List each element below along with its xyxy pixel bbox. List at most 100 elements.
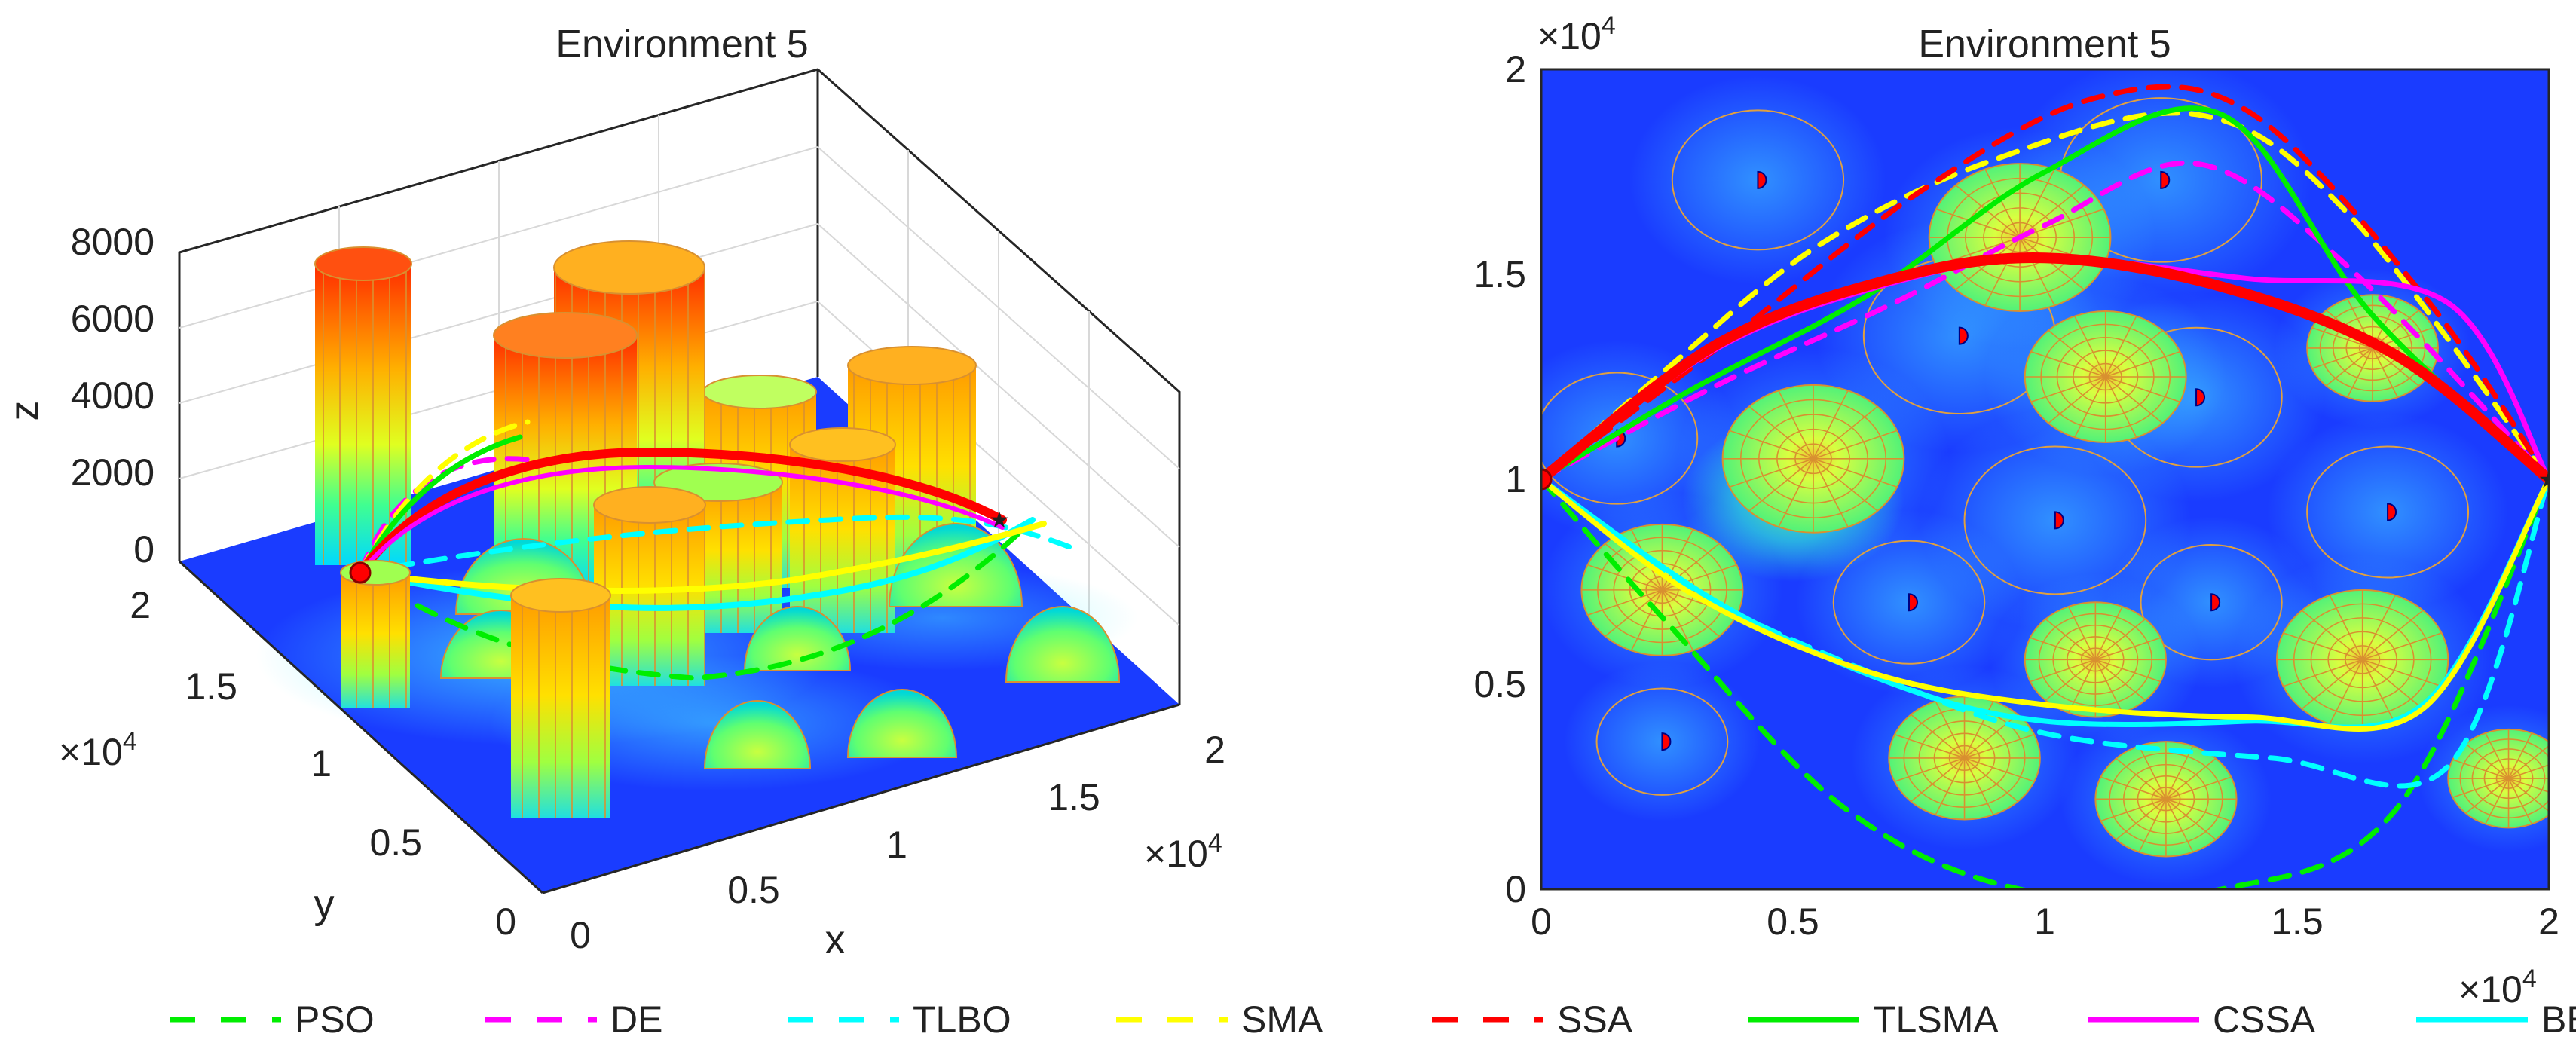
threat-center xyxy=(2160,170,2171,189)
x-tick: 2 xyxy=(1204,729,1225,771)
y-tick: 0.5 xyxy=(369,821,422,864)
x-tick: 1.5 xyxy=(1048,776,1100,818)
x-tick: 0 xyxy=(570,914,591,956)
threat-center xyxy=(2054,511,2064,530)
x-axis-2d: 0 0.5 1 1.5 2 ×104 xyxy=(1531,901,2559,1011)
z-tick: 6000 xyxy=(71,298,154,340)
threat-zone xyxy=(2306,445,2470,579)
legend-label: CSSA xyxy=(2213,998,2316,1041)
y-exponent-2d: ×104 xyxy=(1537,11,1616,57)
legend-label: TLSMA xyxy=(1873,998,1999,1041)
dome-obstacle-top xyxy=(2024,601,2167,718)
y-tick: 0.5 xyxy=(1473,663,1526,705)
dome-obstacle-top xyxy=(1721,384,1905,534)
legend-item-tlsma: TLSMA xyxy=(1748,998,1999,1041)
x-tick: 1.5 xyxy=(2271,901,2324,943)
threat-center xyxy=(1958,326,1969,345)
z-tick: 4000 xyxy=(71,375,154,417)
path-mbes xyxy=(1541,476,2549,732)
path-tlsma xyxy=(1541,106,2549,482)
goal-marker-2d: ★ xyxy=(2538,466,2560,493)
paths-3d xyxy=(356,419,1081,681)
dome-obstacle xyxy=(1005,606,1121,683)
legend-label: TLBO xyxy=(913,998,1011,1041)
y-tick: 0 xyxy=(495,901,516,943)
legend-item-ssa: SSA xyxy=(1432,998,1633,1041)
x-exponent-3d: ×104 xyxy=(1144,829,1222,875)
start-marker-3d xyxy=(349,561,372,584)
path-eab-bes xyxy=(1541,252,2549,485)
legend-item-de: DE xyxy=(485,998,662,1041)
y-tick: 2 xyxy=(130,584,151,626)
contour-map: ★ xyxy=(1541,69,2560,889)
legend-label: SMA xyxy=(1241,998,1323,1041)
cylinder-obstacle xyxy=(593,486,706,686)
goal-marker-3d: ★ xyxy=(990,508,1010,533)
legend-item-cssa: CSSA xyxy=(2088,998,2316,1041)
path-tlbo xyxy=(1541,476,2549,789)
y-tick: 1 xyxy=(311,742,332,784)
legend-label: BES xyxy=(2541,998,2576,1041)
dome-obstacle-top xyxy=(1888,696,2041,821)
path-bes xyxy=(1541,476,2549,730)
threat-center xyxy=(2195,388,2205,407)
dome-obstacle-top xyxy=(2276,589,2449,730)
threat-center xyxy=(2210,593,2221,612)
x-tick: 1 xyxy=(886,824,907,866)
dome-obstacle-top xyxy=(2094,741,2238,858)
path-sma xyxy=(1541,110,2549,482)
threat-center xyxy=(1757,170,1767,189)
legend-item-bes: BES xyxy=(2416,998,2576,1041)
threat-zone xyxy=(1671,109,1845,251)
dome-obstacle-top xyxy=(2447,728,2549,829)
x-tick: 0 xyxy=(1531,901,1552,943)
y-axis-label-3d: y xyxy=(314,882,335,927)
axis-lines-3d xyxy=(178,560,1180,894)
threat-zone xyxy=(2140,544,2283,661)
cylinder-obstacle xyxy=(340,560,411,708)
cylinder-obstacle xyxy=(510,578,611,818)
dome-obstacle xyxy=(703,700,812,769)
legend-item-pso: PSO xyxy=(170,998,375,1041)
threat-zone xyxy=(1832,540,1986,665)
dome-obstacle xyxy=(846,689,958,758)
x-tick: 1 xyxy=(2034,901,2055,943)
threat-zone xyxy=(1963,445,2147,595)
legend: PSODETLBOSMASSATLSMACSSABESmBESEAB-BES xyxy=(170,998,2576,1041)
z-axis-label: z xyxy=(2,401,47,421)
axes-box-3d xyxy=(178,68,1181,705)
threat-center xyxy=(2387,503,2397,521)
y-tick: 1.5 xyxy=(185,665,237,708)
y-tick: 1.5 xyxy=(1473,253,1526,295)
x-tick: 0.5 xyxy=(727,869,780,911)
legend-label: SSA xyxy=(1557,998,1633,1041)
y-axis-2d: 0 0.5 1 1.5 2 ×104 xyxy=(1473,11,1615,910)
x-axis-3d: 0 0.5 1 1.5 2 x ×104 xyxy=(570,729,1225,962)
legend-label: DE xyxy=(610,998,662,1041)
legend-label: PSO xyxy=(295,998,375,1041)
x-tick: 0.5 xyxy=(1767,901,1819,943)
dome-obstacle-top xyxy=(1580,523,1744,656)
path-pso xyxy=(1541,476,2549,889)
z-axis: 8000 6000 4000 2000 0 z xyxy=(2,221,154,570)
panel-2d: Environment 5 ★ 0 0.5 1 1.5 2 ×104 0 0.5… xyxy=(1473,11,2560,1011)
threat-zone xyxy=(1595,687,1729,796)
dome-obstacle-top xyxy=(2024,310,2187,444)
plot-frame-2d xyxy=(1540,68,2550,891)
legend-item-tlbo: TLBO xyxy=(788,998,1011,1041)
z-tick: 2000 xyxy=(71,451,154,494)
x-axis-label-3d: x xyxy=(825,917,846,962)
x-tick: 2 xyxy=(2538,901,2559,943)
panel-3d: Environment 5 xyxy=(2,23,1225,962)
threat-center xyxy=(1661,732,1672,751)
y-axis-3d: 2 1.5 1 0.5 0 y ×104 xyxy=(59,584,516,943)
z-tick: 8000 xyxy=(71,221,154,263)
y-exponent-3d: ×104 xyxy=(59,727,137,773)
x-exponent-2d: ×104 xyxy=(2458,965,2537,1011)
start-marker-2d xyxy=(1541,468,1553,491)
plot-3d-title: Environment 5 xyxy=(555,23,808,66)
plot-2d-title: Environment 5 xyxy=(1918,23,2171,66)
y-tick: 0 xyxy=(1505,868,1526,910)
legend-item-sma: SMA xyxy=(1116,998,1323,1041)
